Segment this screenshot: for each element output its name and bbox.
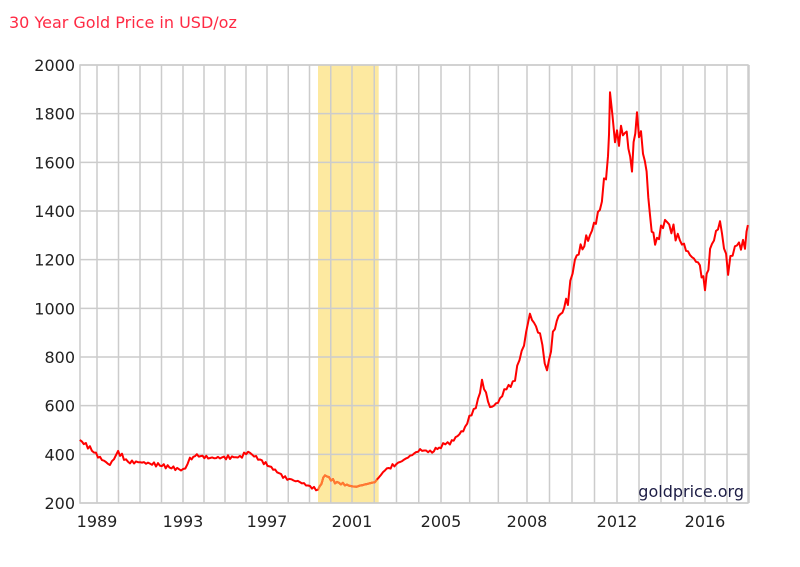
x-tick-label: 1997	[247, 512, 288, 531]
highlight-band	[318, 65, 379, 503]
x-tick-label: 2001	[332, 512, 373, 531]
y-tick-label: 1800	[34, 105, 75, 124]
chart-title: 30 Year Gold Price in USD/oz	[9, 13, 237, 32]
y-tick-label: 400	[44, 445, 75, 464]
plot-border	[79, 64, 749, 504]
y-tick-label: 200	[44, 494, 75, 513]
y-tick-label: 800	[44, 348, 75, 367]
watermark: goldprice.org	[638, 482, 744, 501]
highlighted-price-line	[317, 474, 378, 491]
y-tick-label: 1400	[34, 202, 75, 221]
y-tick-label: 600	[44, 397, 75, 416]
y-tick-label: 1200	[34, 251, 75, 270]
x-tick-label: 2012	[597, 512, 638, 531]
price-line	[79, 91, 749, 492]
x-tick-label: 2005	[421, 512, 462, 531]
x-tick-label: 1989	[77, 512, 118, 531]
y-tick-label: 1600	[34, 153, 75, 172]
x-tick-label: 2008	[507, 512, 548, 531]
x-tick-label: 1993	[163, 512, 204, 531]
y-tick-label: 1000	[34, 299, 75, 318]
y-tick-label: 2000	[34, 56, 75, 75]
x-tick-label: 2016	[685, 512, 726, 531]
